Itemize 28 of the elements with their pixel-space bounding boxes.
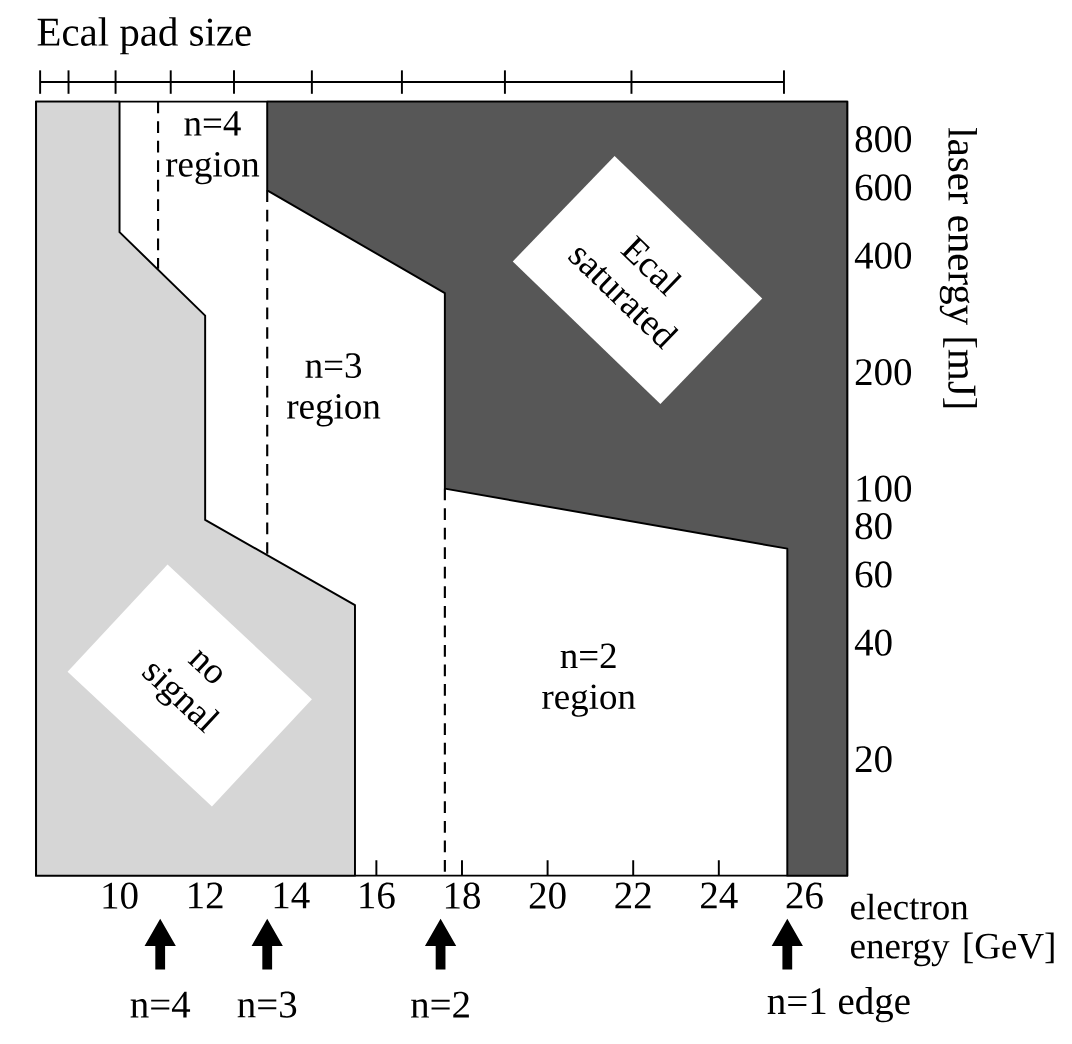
x-tick-label: 22 <box>615 882 651 909</box>
y-tick-label: 20 <box>855 746 892 773</box>
annotation: n=2 region <box>542 643 636 717</box>
y-tick-label: 40 <box>854 629 892 656</box>
y-tick-label: 800 <box>855 126 912 153</box>
y-tick-label: 60 <box>855 561 892 588</box>
x-axis-title: electron energy [GeV] <box>851 893 1054 967</box>
annotation: n=4 region <box>165 111 260 185</box>
x-tick-label: 10 <box>103 882 138 909</box>
y-tick-label: 200 <box>855 359 912 386</box>
x-tick-label: 24 <box>701 882 738 909</box>
text: n=3 <box>237 991 297 1018</box>
y-tick-label: 400 <box>854 242 912 269</box>
text: n=4 <box>130 991 191 1018</box>
x-tick-label: 26 <box>786 882 823 909</box>
y-tick-label: 600 <box>855 174 912 201</box>
x2-axis-title: Ecal pad size <box>37 17 251 55</box>
annotation: n=3 region <box>287 353 381 427</box>
x-tick-label: 20 <box>529 882 566 909</box>
y-tick-label: 100 <box>857 475 912 502</box>
x-tick-label: 14 <box>274 882 310 909</box>
y-axis-title: laser energy [mJ] <box>939 128 977 408</box>
x-tick-label: 18 <box>445 882 480 909</box>
x-tick-label: 12 <box>189 882 223 909</box>
text: n=2 <box>411 991 469 1018</box>
y-tick-label: 80 <box>855 513 892 540</box>
text: n=1 edge <box>767 987 910 1023</box>
x-tick-label: 16 <box>360 882 395 909</box>
